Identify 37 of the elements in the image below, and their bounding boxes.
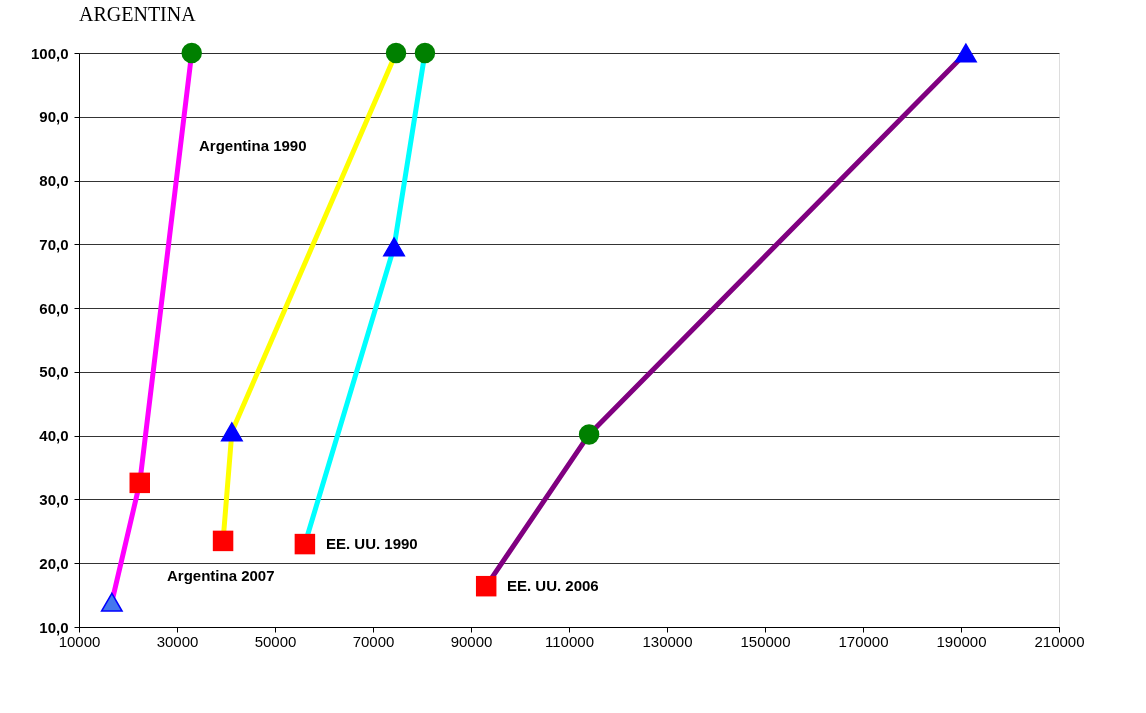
y-tick-label: 60,0 [39, 299, 69, 317]
x-tick-label: 210000 [1034, 632, 1085, 650]
y-tick-label: 90,0 [39, 108, 69, 126]
x-tick-label: 30000 [156, 632, 199, 650]
point [954, 43, 977, 63]
y-tick-label: 70,0 [39, 235, 69, 253]
x-tick-label: 50000 [254, 632, 297, 650]
point [475, 575, 497, 597]
point [100, 592, 123, 612]
y-tick-label: 100,0 [30, 44, 69, 62]
annotation: EE. UU. 1990 [326, 535, 418, 552]
point [383, 237, 406, 257]
annotation: EE. UU. 2006 [507, 577, 599, 594]
y-tick-label: 50,0 [39, 363, 69, 381]
x-tick-label: 90000 [450, 632, 493, 650]
y-tick-label: 10,0 [39, 618, 69, 636]
point [294, 533, 316, 555]
x-tick-label: 170000 [838, 632, 889, 650]
point [385, 42, 407, 64]
point [578, 424, 600, 445]
chart-title: ARGENTINA [79, 3, 197, 26]
x-tick-label: 130000 [642, 632, 693, 650]
x-tick-label: 70000 [352, 632, 395, 650]
point [414, 42, 436, 64]
y-tick-label: 40,0 [39, 427, 69, 445]
point [212, 530, 234, 552]
x-tick-label: 110000 [545, 632, 594, 650]
y-tick-label: 30,0 [39, 490, 69, 508]
x-tick-label: 150000 [740, 632, 791, 650]
point [220, 422, 243, 442]
annotation: Argentina 1990 [199, 137, 307, 154]
y-tick-label: 20,0 [39, 554, 69, 572]
point [181, 42, 202, 64]
x-tick-label: 190000 [936, 632, 987, 650]
annotation: Argentina 2007 [167, 567, 275, 584]
point [129, 472, 151, 494]
y-tick-label: 80,0 [39, 172, 69, 190]
